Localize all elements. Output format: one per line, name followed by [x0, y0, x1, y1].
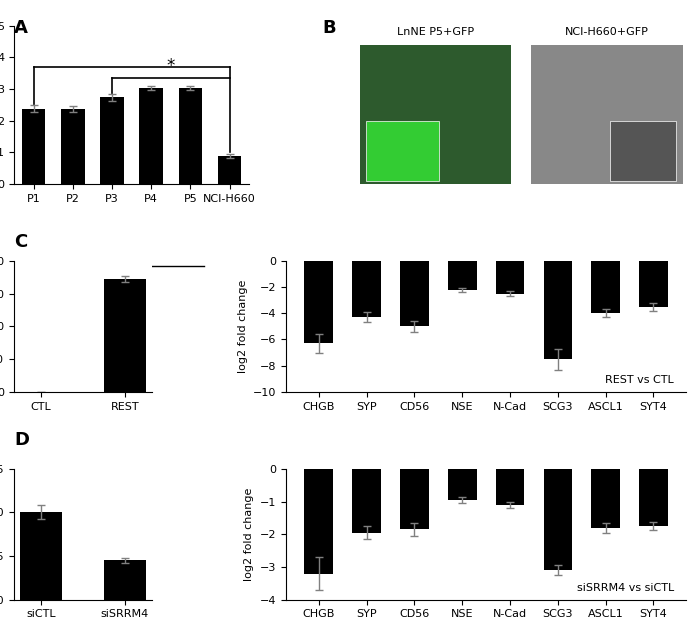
Y-axis label: log2 fold change: log2 fold change [237, 279, 248, 373]
Bar [592, 261, 620, 313]
Text: A: A [14, 19, 28, 37]
Bar [448, 261, 477, 290]
Bar [400, 261, 428, 327]
Text: siSRRM4 vs siCTL: siSRRM4 vs siCTL [577, 583, 674, 593]
Bar [543, 261, 572, 359]
Bar [104, 279, 146, 392]
Bar [218, 156, 241, 184]
Bar [496, 469, 524, 505]
Bar [20, 512, 62, 600]
Text: NCI-H660+GFP: NCI-H660+GFP [565, 27, 649, 36]
Text: D: D [14, 431, 29, 449]
Bar [531, 45, 682, 184]
Bar [22, 108, 46, 184]
Bar [352, 469, 381, 533]
Bar [639, 261, 668, 307]
Bar [139, 88, 163, 184]
Text: LnNE P5+GFP: LnNE P5+GFP [397, 27, 474, 36]
Bar [543, 469, 572, 570]
Bar [104, 560, 146, 600]
Bar [367, 121, 439, 181]
Bar [360, 45, 512, 184]
Text: *: * [167, 57, 175, 75]
Bar [304, 469, 333, 574]
Text: C: C [14, 233, 27, 251]
Bar [448, 469, 477, 500]
Bar [178, 88, 202, 184]
Bar [610, 121, 676, 181]
Y-axis label: log2 fold change: log2 fold change [244, 487, 255, 581]
Text: REST vs CTL: REST vs CTL [606, 375, 674, 385]
Bar [400, 469, 428, 530]
Text: LnNE: LnNE [98, 282, 127, 292]
Bar [352, 261, 381, 317]
Bar [304, 261, 333, 343]
Bar [496, 261, 524, 293]
Bar [592, 469, 620, 528]
Bar [100, 98, 124, 184]
Text: B: B [322, 19, 335, 37]
Bar [639, 469, 668, 526]
Bar [61, 109, 85, 184]
